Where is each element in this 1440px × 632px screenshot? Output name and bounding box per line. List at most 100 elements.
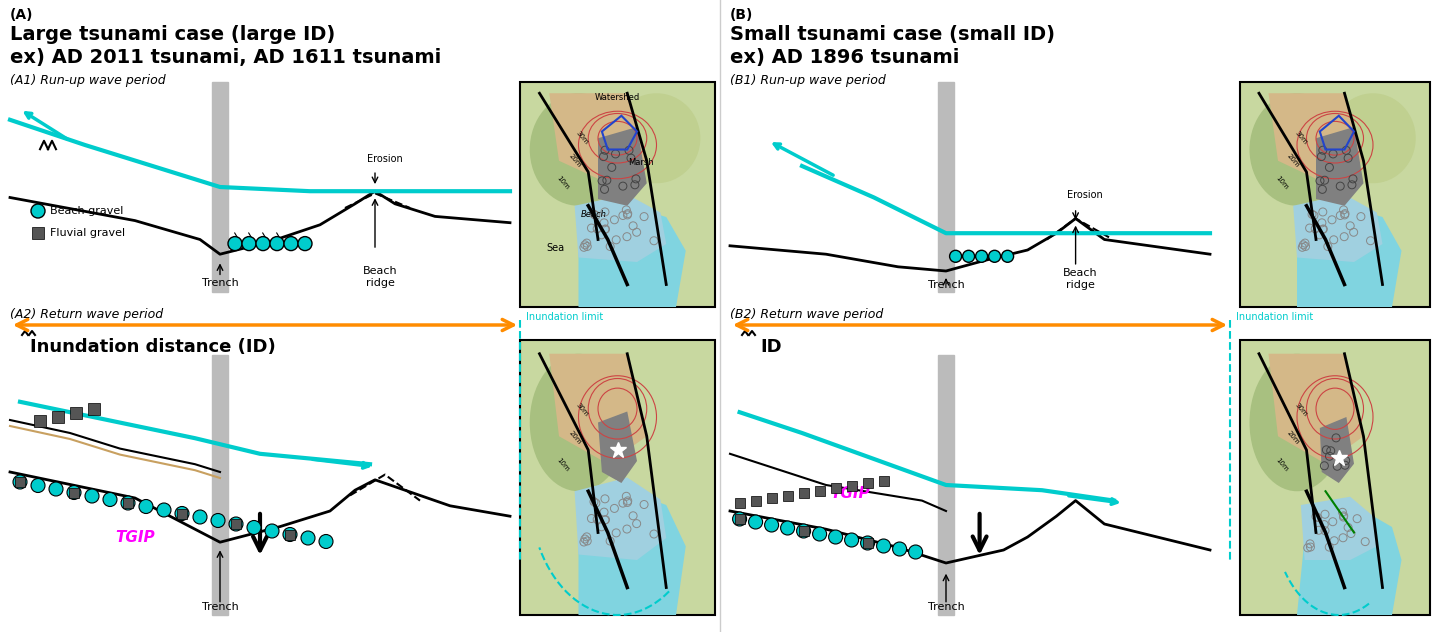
Text: Large tsunami case (large ID): Large tsunami case (large ID) bbox=[10, 25, 336, 44]
Text: 10m: 10m bbox=[1274, 457, 1289, 473]
Text: Beach
ridge: Beach ridge bbox=[1063, 269, 1097, 290]
Circle shape bbox=[780, 521, 795, 535]
Text: Inundation distance (ID): Inundation distance (ID) bbox=[30, 338, 275, 356]
Text: ex) AD 2011 tsunami, AD 1611 tsunami: ex) AD 2011 tsunami, AD 1611 tsunami bbox=[10, 48, 441, 67]
Circle shape bbox=[877, 539, 890, 553]
Text: 30m: 30m bbox=[575, 402, 590, 418]
Text: TGIP: TGIP bbox=[115, 530, 156, 545]
Text: Trench: Trench bbox=[202, 602, 239, 612]
Circle shape bbox=[228, 236, 242, 251]
Ellipse shape bbox=[1250, 354, 1345, 491]
Text: Beach gravel: Beach gravel bbox=[50, 206, 124, 216]
Text: 20m: 20m bbox=[567, 153, 582, 169]
Text: 10m: 10m bbox=[556, 175, 570, 191]
Text: Inundation limit: Inundation limit bbox=[527, 312, 603, 322]
Bar bbox=[734, 514, 744, 524]
Circle shape bbox=[271, 236, 284, 251]
Text: (B1) Run-up wave period: (B1) Run-up wave period bbox=[730, 74, 886, 87]
Polygon shape bbox=[598, 127, 647, 206]
Circle shape bbox=[1002, 250, 1014, 262]
Circle shape bbox=[68, 485, 81, 499]
Circle shape bbox=[861, 536, 874, 550]
Circle shape bbox=[256, 236, 271, 251]
Circle shape bbox=[962, 250, 975, 262]
Ellipse shape bbox=[530, 94, 628, 206]
Text: ID: ID bbox=[760, 338, 782, 356]
Text: Beach
ridge: Beach ridge bbox=[363, 266, 397, 288]
Circle shape bbox=[157, 503, 171, 517]
Bar bbox=[847, 480, 857, 490]
Circle shape bbox=[248, 521, 261, 535]
Text: (A2) Return wave period: (A2) Return wave period bbox=[10, 308, 163, 321]
Bar bbox=[799, 488, 809, 498]
Circle shape bbox=[284, 528, 297, 542]
FancyBboxPatch shape bbox=[520, 82, 716, 307]
Ellipse shape bbox=[1331, 94, 1416, 183]
Bar bbox=[863, 538, 873, 548]
Bar bbox=[750, 495, 760, 506]
Bar bbox=[766, 493, 776, 503]
Circle shape bbox=[13, 475, 27, 489]
Text: 20m: 20m bbox=[567, 430, 582, 446]
Bar bbox=[212, 82, 228, 292]
Polygon shape bbox=[1293, 195, 1382, 262]
Text: 20m: 20m bbox=[1286, 153, 1300, 169]
Text: Fluvial gravel: Fluvial gravel bbox=[50, 228, 125, 238]
FancyBboxPatch shape bbox=[1240, 82, 1430, 307]
Ellipse shape bbox=[612, 94, 700, 183]
Bar bbox=[285, 530, 295, 540]
FancyBboxPatch shape bbox=[1240, 340, 1430, 615]
Polygon shape bbox=[549, 94, 647, 183]
Bar bbox=[831, 483, 841, 493]
Circle shape bbox=[104, 492, 117, 506]
Bar bbox=[69, 487, 79, 497]
Bar bbox=[32, 227, 45, 239]
Polygon shape bbox=[1269, 94, 1364, 183]
Polygon shape bbox=[1269, 354, 1364, 464]
Polygon shape bbox=[1320, 417, 1354, 483]
Polygon shape bbox=[1300, 497, 1377, 560]
Bar bbox=[815, 485, 825, 495]
Text: TGIP: TGIP bbox=[831, 486, 870, 501]
Polygon shape bbox=[1297, 206, 1401, 307]
Circle shape bbox=[298, 236, 312, 251]
Text: Sea: Sea bbox=[546, 243, 564, 253]
Circle shape bbox=[749, 515, 763, 529]
Polygon shape bbox=[549, 354, 647, 464]
Ellipse shape bbox=[530, 354, 628, 491]
Bar bbox=[734, 498, 744, 508]
Polygon shape bbox=[579, 491, 685, 615]
Circle shape bbox=[733, 512, 746, 526]
Ellipse shape bbox=[1250, 94, 1345, 206]
Text: Erosion: Erosion bbox=[1067, 190, 1103, 200]
Circle shape bbox=[828, 530, 842, 544]
Polygon shape bbox=[575, 195, 667, 262]
Text: ex) AD 1896 tsunami: ex) AD 1896 tsunami bbox=[730, 48, 959, 67]
Text: 30m: 30m bbox=[575, 130, 590, 146]
Text: Trench: Trench bbox=[927, 280, 965, 290]
Bar bbox=[863, 478, 873, 488]
Bar bbox=[937, 82, 953, 292]
Circle shape bbox=[229, 517, 243, 531]
Circle shape bbox=[121, 496, 135, 510]
Text: (A): (A) bbox=[10, 8, 33, 22]
Circle shape bbox=[284, 236, 298, 251]
Bar bbox=[14, 477, 24, 487]
Circle shape bbox=[265, 524, 279, 538]
Circle shape bbox=[909, 545, 923, 559]
Text: (A1) Run-up wave period: (A1) Run-up wave period bbox=[10, 74, 166, 87]
Circle shape bbox=[976, 250, 988, 262]
Polygon shape bbox=[575, 478, 667, 560]
Circle shape bbox=[301, 531, 315, 545]
Text: 10m: 10m bbox=[1274, 175, 1289, 191]
Polygon shape bbox=[598, 411, 636, 483]
Bar bbox=[177, 509, 187, 518]
Circle shape bbox=[845, 533, 858, 547]
Text: 20m: 20m bbox=[1286, 430, 1300, 446]
Text: Trench: Trench bbox=[927, 602, 965, 612]
Circle shape bbox=[140, 499, 153, 513]
Bar bbox=[122, 498, 132, 508]
Bar bbox=[230, 519, 240, 529]
Bar bbox=[52, 411, 63, 423]
Text: Small tsunami case (small ID): Small tsunami case (small ID) bbox=[730, 25, 1056, 44]
